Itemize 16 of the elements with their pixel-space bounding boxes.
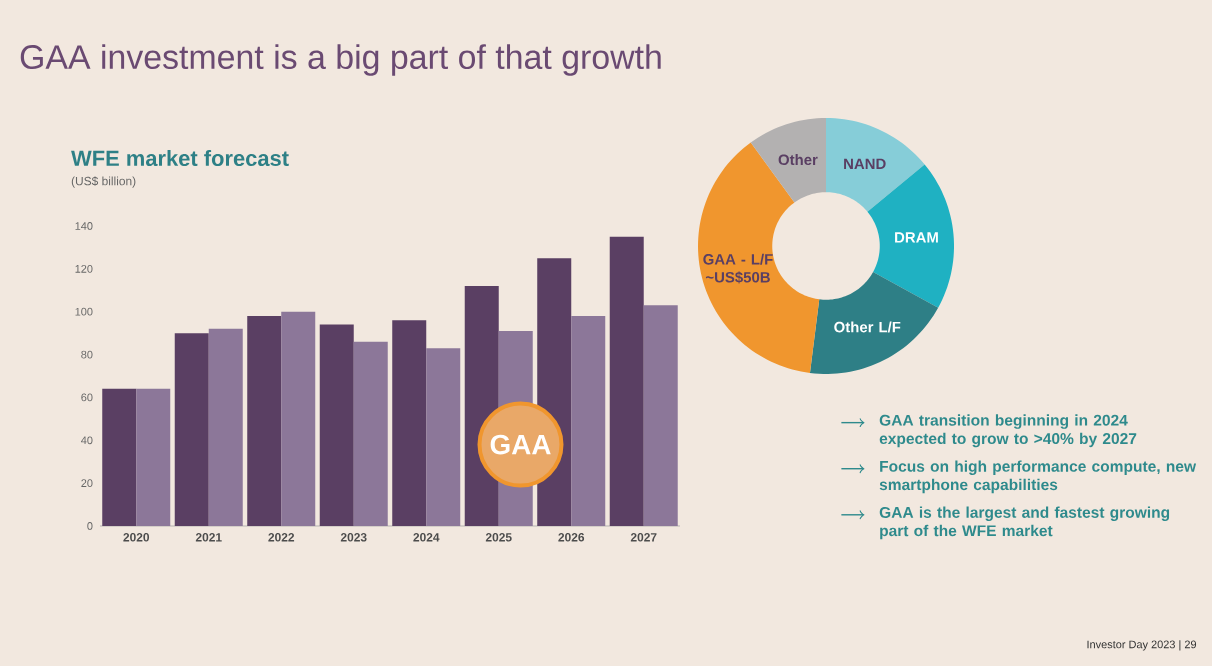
bar [426,348,461,526]
bar [174,333,209,526]
bar [208,328,243,526]
bar [102,388,137,526]
bar [609,236,644,526]
bar [319,324,354,526]
annotation: GAA [490,434,551,455]
chart-title: GAA investment is a big part of that growth [20,44,661,76]
bar [571,316,606,526]
bar [353,341,388,526]
chart-subtitle: WFE market forecast [71,149,289,167]
bar [281,311,316,526]
bar [392,320,427,526]
bar [643,305,678,526]
bar [247,316,282,526]
bar [136,388,171,526]
